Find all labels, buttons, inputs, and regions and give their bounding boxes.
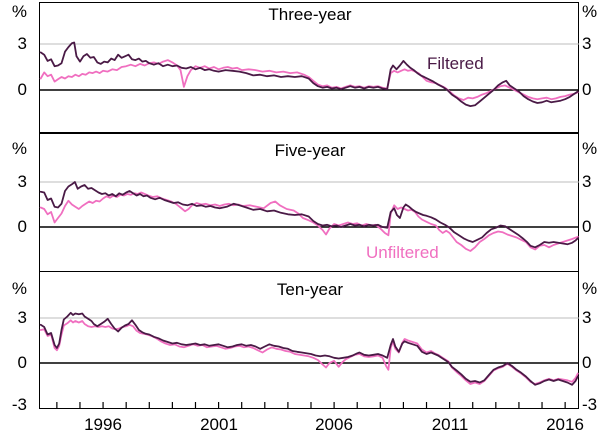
x-tick-label-2016: 2016 [546, 415, 584, 434]
x-tick-label-2001: 2001 [200, 415, 238, 434]
y-tick-0-right-p3: 0 [582, 353, 592, 372]
filtered-line-panel-3 [39, 311, 579, 386]
y-tick-3-left-p1: 3 [17, 34, 27, 53]
x-tick-label-2011: 2011 [431, 415, 469, 434]
panel-title-five-year: Five-year [274, 141, 346, 160]
panel-separator [40, 270, 579, 272]
plot-frame [38, 2, 579, 409]
y-tick-3-left-p3: 3 [17, 308, 27, 327]
filtered-series-label: Filtered [427, 54, 484, 73]
x-tick-label-2006: 2006 [315, 415, 353, 434]
y-axis-percent-right-p2: % [582, 139, 598, 158]
y-tick-0-right-p2: 0 [582, 217, 592, 236]
filtered-line-panel-1 [39, 41, 579, 107]
filtered-line-panel-2 [39, 181, 579, 249]
unfiltered-series-label: Unfiltered [366, 243, 439, 262]
y-tick-0-left-p3: 0 [17, 353, 27, 372]
panel-title-ten-year: Ten-year [276, 280, 344, 299]
x-tick-label-1996: 1996 [84, 415, 122, 434]
panel-title-three-year: Three-year [268, 5, 352, 24]
y-tick-3-left-p2: 3 [17, 172, 27, 191]
y-axis-percent-right-p1: % [582, 2, 598, 21]
y-axis-percent-left-p1: % [11, 2, 27, 21]
unfiltered-line-panel-2 [39, 191, 579, 252]
y-tick-3-right-p1: 3 [582, 34, 592, 53]
y-tick-3-right-p3: 3 [582, 308, 592, 327]
y-tick-minus3-right-p3: -3 [582, 395, 598, 414]
unfiltered-line-panel-1 [39, 59, 579, 101]
panel-separator [40, 132, 579, 134]
y-tick-0-right-p1: 0 [582, 80, 592, 99]
y-tick-minus3-left-p3: -3 [11, 395, 27, 414]
y-axis-percent-right-p3: % [582, 279, 598, 298]
y-tick-0-left-p1: 0 [17, 80, 27, 99]
y-axis-percent-left-p3: % [11, 279, 27, 298]
y-tick-0-left-p2: 0 [17, 217, 27, 236]
y-tick-3-right-p2: 3 [582, 172, 592, 191]
unfiltered-line-panel-3 [39, 319, 579, 385]
y-axis-percent-left-p2: % [11, 139, 27, 158]
